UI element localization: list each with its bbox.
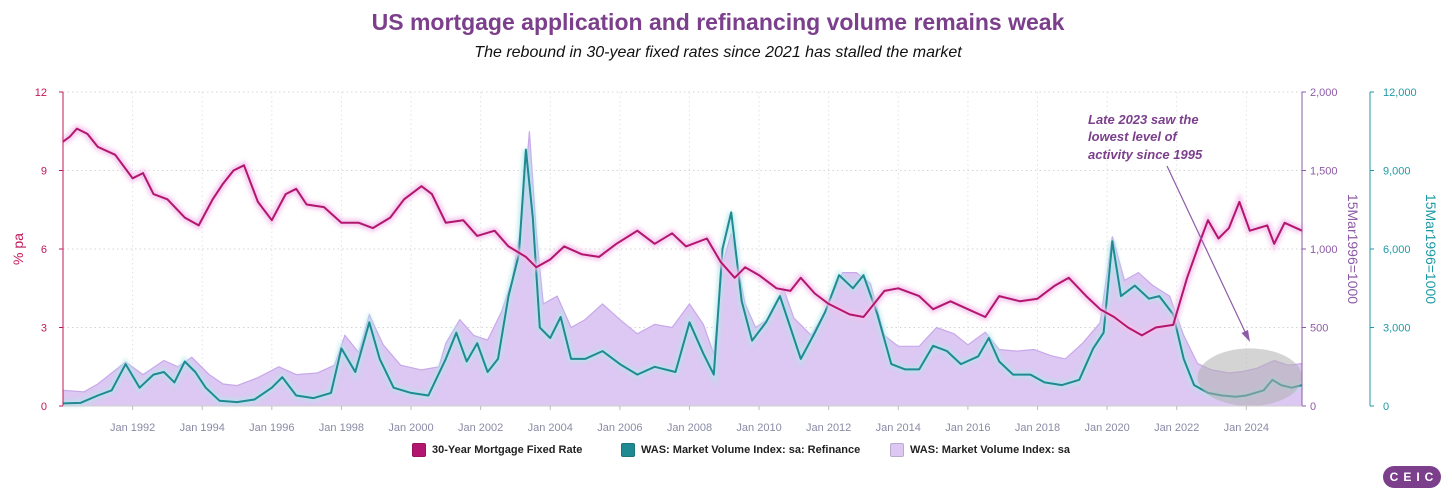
annotation-line-2: lowest level of bbox=[1088, 129, 1179, 144]
chart-title: US mortgage application and refinancing … bbox=[371, 9, 1065, 35]
legend-item-refinance: WAS: Market Volume Index: sa: Refinance bbox=[621, 443, 860, 457]
refinance-line bbox=[62, 148, 1303, 405]
right-axis-2-title: 15Mar1996=1000 bbox=[1423, 194, 1439, 304]
x-axis-tick-label: Jan 2002 bbox=[458, 422, 503, 434]
right-axis-2-tick-label: 6,000 bbox=[1383, 244, 1411, 256]
x-axis-tick-label: Jan 1994 bbox=[180, 422, 225, 434]
legend-item-volume: WAS: Market Volume Index: sa bbox=[890, 443, 1070, 457]
legend-swatch-refinance bbox=[621, 443, 635, 457]
annotation-line-3: activity since 1995 bbox=[1088, 147, 1203, 162]
right-axis-1-tick-label: 500 bbox=[1310, 323, 1328, 335]
x-axis-tick-label: Jan 2006 bbox=[597, 422, 642, 434]
legend: 30-Year Mortgage Fixed Rate WAS: Market … bbox=[0, 443, 1452, 461]
legend-swatch-volume bbox=[890, 443, 904, 457]
ceic-logo: CEIC bbox=[1383, 466, 1441, 488]
left-axis-tick-label: 3 bbox=[41, 323, 47, 335]
left-axis-title: % pa bbox=[10, 233, 26, 265]
x-axis-tick-label: Jan 1998 bbox=[319, 422, 364, 434]
x-axis-tick-label: Jan 2008 bbox=[667, 422, 712, 434]
legend-item-rate: 30-Year Mortgage Fixed Rate bbox=[412, 443, 582, 457]
right-axis-1-title: 15Mar1996=1000 bbox=[1345, 194, 1361, 304]
right-axis-2-tick-label: 3,000 bbox=[1383, 323, 1411, 335]
annotation-text: Late 2023 saw the lowest level of activi… bbox=[1088, 112, 1203, 162]
right-axis-2-tick-label: 12,000 bbox=[1383, 87, 1417, 99]
left-axis-tick-label: 12 bbox=[35, 87, 47, 99]
x-axis-tick-label: Jan 2022 bbox=[1154, 422, 1199, 434]
annotation-arrowhead bbox=[1241, 330, 1250, 342]
right-axis-2-tick-label: 0 bbox=[1383, 401, 1389, 413]
x-axis-tick-label: Jan 2010 bbox=[736, 422, 781, 434]
x-axis-tick-label: Jan 2024 bbox=[1224, 422, 1269, 434]
highlight-ellipse bbox=[1197, 348, 1302, 406]
annotation-line-1: Late 2023 saw the bbox=[1088, 112, 1199, 127]
right-axis-2-tick-label: 9,000 bbox=[1383, 166, 1411, 178]
x-axis-tick-label: Jan 2020 bbox=[1084, 422, 1129, 434]
left-axis-tick-label: 9 bbox=[41, 166, 47, 178]
x-axis-tick-label: Jan 1996 bbox=[249, 422, 294, 434]
right-axis-1-tick-label: 1,000 bbox=[1310, 244, 1338, 256]
rate-line bbox=[62, 127, 1303, 337]
refinance-series bbox=[62, 148, 1303, 407]
x-axis-tick-label: Jan 2014 bbox=[876, 422, 921, 434]
left-axis-tick-label: 0 bbox=[41, 401, 47, 413]
axes bbox=[59, 91, 1374, 410]
chart-subtitle: The rebound in 30-year fixed rates since… bbox=[474, 44, 962, 61]
x-axis-tick-label: Jan 2012 bbox=[806, 422, 851, 434]
left-axis-tick-label: 6 bbox=[41, 244, 47, 256]
right-axis-1-tick-label: 0 bbox=[1310, 401, 1316, 413]
annotation: Late 2023 saw the lowest level of activi… bbox=[1088, 112, 1250, 342]
x-axis-tick-label: Jan 2004 bbox=[528, 422, 573, 434]
tick-labels: 0 3 6 9 12 0 500 1,000 1,500 2,000 0 3,000 6,000 9,00… bbox=[10, 87, 1439, 434]
right-axis-1-tick-label: 2,000 bbox=[1310, 87, 1338, 99]
rate-series bbox=[60, 124, 1304, 340]
highlight-region bbox=[1197, 348, 1302, 406]
x-axis-tick-label: Jan 2000 bbox=[388, 422, 433, 434]
legend-label-volume: WAS: Market Volume Index: sa bbox=[910, 444, 1070, 456]
right-axis-1-tick-label: 1,500 bbox=[1310, 166, 1338, 178]
legend-label-refinance: WAS: Market Volume Index: sa: Refinance bbox=[641, 444, 861, 456]
x-axis-tick-label: Jan 2018 bbox=[1015, 422, 1060, 434]
x-axis-tick-label: Jan 2016 bbox=[945, 422, 990, 434]
legend-swatch-rate bbox=[412, 443, 426, 457]
legend-label-rate: 30-Year Mortgage Fixed Rate bbox=[432, 444, 583, 456]
x-axis-tick-label: Jan 1992 bbox=[110, 422, 155, 434]
annotation-arrow bbox=[1166, 165, 1248, 337]
